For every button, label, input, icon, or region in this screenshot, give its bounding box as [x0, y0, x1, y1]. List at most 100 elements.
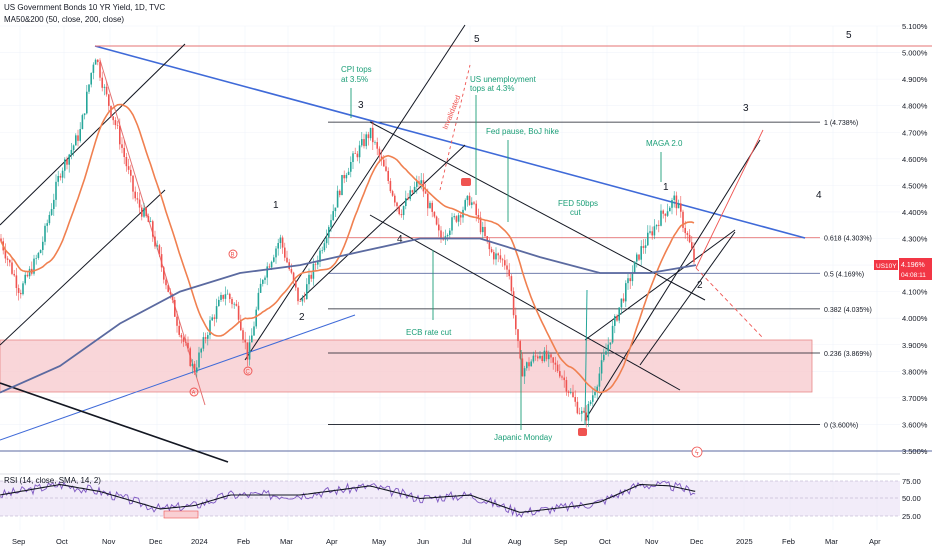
- candle-body: [167, 285, 169, 292]
- candle-body: [103, 86, 106, 88]
- candle-body: [266, 266, 268, 278]
- candle-body: [548, 354, 550, 360]
- candle-body: [631, 272, 634, 282]
- candle-body: [640, 246, 642, 260]
- candle-body: [570, 392, 572, 393]
- x-tick-label: Sep: [12, 537, 25, 546]
- event-flag-icon[interactable]: [578, 428, 587, 436]
- candle-body: [114, 120, 117, 126]
- candle-body: [490, 249, 493, 253]
- candle-body: [402, 206, 405, 216]
- candle-body: [389, 181, 392, 192]
- candle-body: [517, 329, 519, 342]
- candle-body: [218, 299, 220, 307]
- candle-body: [561, 376, 563, 378]
- candle-body: [202, 337, 205, 349]
- candle-body: [537, 356, 539, 359]
- svg-text:5: 5: [846, 30, 852, 41]
- annotation-cpi-2: at 3.5%: [341, 75, 368, 84]
- fib-label: 0 (3.600%): [824, 422, 858, 429]
- candle-body: [429, 202, 431, 209]
- candle-body: [411, 190, 414, 193]
- y-tick-label: 4.000%: [902, 314, 928, 323]
- candle-body: [354, 153, 356, 154]
- annotation-fed-cut-2: cut: [570, 208, 581, 217]
- candle-body: [39, 250, 42, 253]
- candle-body: [308, 274, 310, 285]
- fib-label: 0.236 (3.869%): [824, 351, 872, 358]
- candle-body: [609, 342, 612, 345]
- channel-line-b: [0, 189, 166, 346]
- rsi-label: RSI (14, close, SMA, 14, 2): [4, 476, 101, 485]
- candle-body: [55, 181, 57, 200]
- svg-text:4.196%: 4.196%: [901, 262, 925, 269]
- candle-body: [627, 278, 629, 284]
- candle-body: [119, 125, 121, 145]
- candle-body: [446, 235, 449, 237]
- candle-body: [394, 195, 396, 203]
- candle-body: [11, 262, 13, 274]
- candle-body: [152, 221, 154, 237]
- candle-body: [189, 348, 191, 366]
- candle-body: [26, 274, 29, 277]
- candle-body: [180, 334, 183, 338]
- x-tick-label: Oct: [599, 537, 612, 546]
- candle-body: [611, 325, 614, 343]
- candle-body: [273, 257, 275, 262]
- candle-body: [554, 362, 557, 365]
- candle-body: [224, 294, 227, 299]
- candle-body: [501, 259, 504, 261]
- annotation-unemployment: US unemployment: [470, 75, 537, 84]
- lightning-icon[interactable]: [691, 446, 703, 458]
- candle-body: [691, 242, 693, 249]
- candle-body: [589, 401, 592, 404]
- candle-body: [387, 170, 389, 182]
- candle-body: [587, 403, 590, 421]
- y-tick-label: 5.100%: [902, 22, 928, 31]
- candle-body: [264, 277, 266, 280]
- candle-body: [94, 59, 97, 65]
- candle-body: [9, 259, 11, 263]
- channel-line-f: [369, 214, 681, 391]
- candle-body: [193, 363, 196, 373]
- candle-body: [618, 307, 620, 321]
- candle-body: [123, 147, 125, 158]
- candle-body: [97, 59, 99, 63]
- y-tick-label: 4.800%: [902, 102, 928, 111]
- candle-body: [72, 145, 75, 150]
- candle-body: [671, 200, 673, 208]
- candle-body: [664, 213, 667, 216]
- candle-body: [603, 354, 605, 361]
- candle-body: [53, 199, 55, 210]
- candle-body: [158, 245, 161, 255]
- candle-body: [301, 298, 304, 302]
- candle-body: [306, 284, 308, 300]
- event-flag-icon[interactable]: [461, 178, 471, 186]
- candle-body: [405, 198, 407, 207]
- candle-body: [673, 195, 675, 201]
- candle-body: [125, 157, 128, 167]
- candle-body: [35, 257, 37, 259]
- rsi-axis[interactable]: 75.00 50.00 25.00: [902, 477, 921, 521]
- x-tick-label: Feb: [237, 537, 250, 546]
- time-axis[interactable]: Sep Oct Nov Dec 2024 Feb Mar Apr May Jun Jul Aug Sep…: [12, 537, 881, 546]
- candle-body: [543, 350, 546, 362]
- svg-text:04:08:11: 04:08:11: [901, 272, 926, 279]
- wave-labels: 1 2 3 4 5 3 4 5 1 2: [273, 30, 852, 323]
- candle-body: [416, 181, 418, 187]
- candle-body: [154, 236, 156, 247]
- candle-body: [633, 261, 636, 273]
- candle-body: [541, 355, 543, 362]
- candle-body: [50, 209, 53, 215]
- indicator-label: MA50&200 (50, close, 200, close): [4, 15, 125, 24]
- candle-body: [138, 199, 141, 208]
- price-axis[interactable]: 5.100% 5.000% 4.900% 4.800% 4.700% 4.600% 4.50…: [902, 22, 928, 456]
- candle-body: [530, 361, 532, 367]
- candle-body: [666, 211, 669, 216]
- svg-text:3: 3: [358, 100, 364, 111]
- candle-body: [13, 273, 15, 276]
- svg-text:4: 4: [816, 190, 822, 201]
- candle-body: [136, 198, 139, 200]
- candle-body: [130, 169, 132, 176]
